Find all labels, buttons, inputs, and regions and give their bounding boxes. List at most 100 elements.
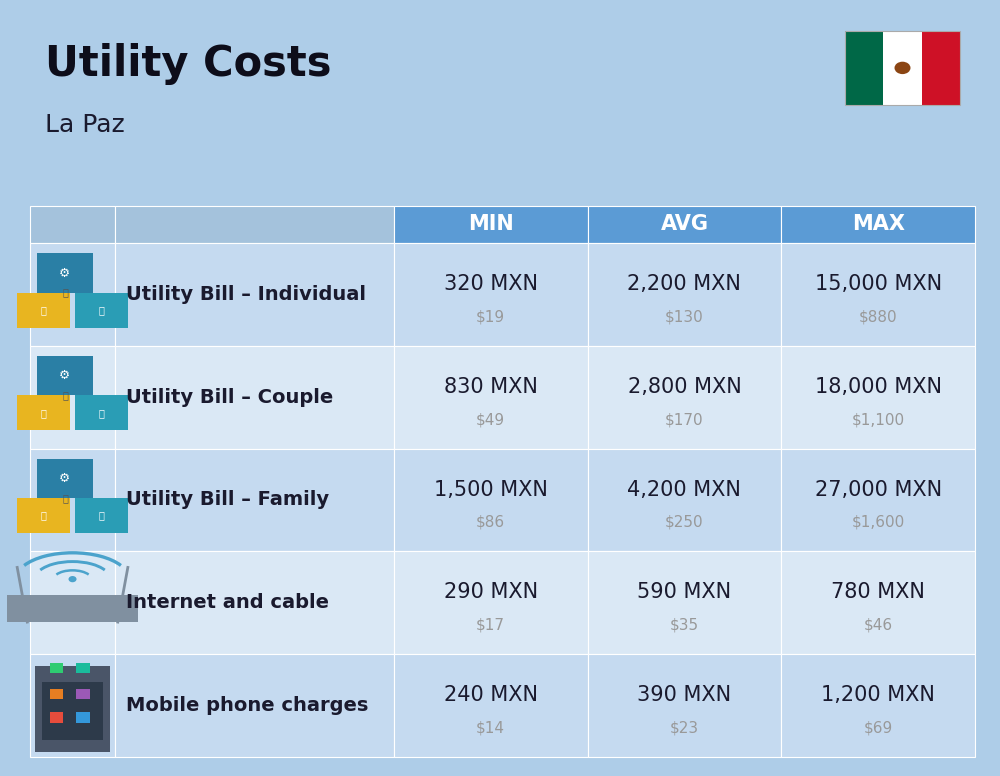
Bar (30, 346, 115, 449)
Bar (17, 498, 70, 533)
Bar (42, 682, 103, 740)
Text: Internet and cable: Internet and cable (126, 593, 329, 612)
Bar (76, 712, 90, 722)
Text: Utility Bill – Couple: Utility Bill – Couple (126, 388, 334, 407)
Text: $1,100: $1,100 (852, 412, 905, 428)
Text: $250: $250 (665, 515, 704, 530)
Bar (845, 31, 960, 105)
Text: $17: $17 (476, 618, 505, 632)
Text: 🔌: 🔌 (40, 305, 46, 315)
Text: $1,600: $1,600 (852, 515, 905, 530)
Bar (30, 206, 115, 243)
Bar (781, 449, 975, 551)
Text: 🚰: 🚰 (99, 407, 105, 417)
Bar (30, 449, 115, 551)
Text: $35: $35 (670, 618, 699, 632)
Text: 320 MXN: 320 MXN (444, 274, 538, 294)
Text: 4,200 MXN: 4,200 MXN (627, 480, 741, 500)
Bar (30, 243, 115, 346)
Text: $130: $130 (665, 310, 704, 324)
Text: 👤: 👤 (62, 390, 68, 400)
Text: 🔌: 🔌 (40, 407, 46, 417)
Bar (781, 243, 975, 346)
Bar (845, 31, 883, 105)
Bar (781, 206, 975, 243)
Bar (7, 594, 138, 622)
Text: Utility Costs: Utility Costs (45, 43, 332, 85)
Text: AVG: AVG (660, 214, 708, 234)
Text: $14: $14 (476, 720, 505, 736)
Bar (394, 243, 588, 346)
Bar (588, 654, 781, 757)
Bar (37, 356, 93, 395)
Bar (394, 449, 588, 551)
Text: 290 MXN: 290 MXN (444, 582, 538, 602)
Bar (50, 689, 63, 699)
Bar (30, 654, 115, 757)
Text: 🚰: 🚰 (99, 511, 105, 521)
Bar (75, 293, 128, 327)
Circle shape (895, 62, 910, 74)
Bar (115, 551, 394, 654)
Bar (394, 654, 588, 757)
Bar (781, 654, 975, 757)
Bar (922, 31, 960, 105)
Bar (115, 654, 394, 757)
Text: La Paz: La Paz (45, 113, 125, 137)
Bar (394, 551, 588, 654)
Text: ⚙: ⚙ (59, 472, 71, 485)
Bar (50, 712, 63, 722)
Bar (394, 346, 588, 449)
Bar (76, 663, 90, 673)
Text: $170: $170 (665, 412, 704, 428)
Text: $46: $46 (864, 618, 893, 632)
Bar (75, 498, 128, 533)
Text: Utility Bill – Individual: Utility Bill – Individual (126, 285, 366, 304)
Bar (115, 346, 394, 449)
Text: 1,200 MXN: 1,200 MXN (821, 685, 935, 705)
Text: $86: $86 (476, 515, 505, 530)
Text: 2,800 MXN: 2,800 MXN (628, 377, 741, 397)
Text: $23: $23 (670, 720, 699, 736)
Text: 590 MXN: 590 MXN (637, 582, 731, 602)
Text: $880: $880 (859, 310, 897, 324)
Text: $49: $49 (476, 412, 505, 428)
Text: 🚰: 🚰 (99, 305, 105, 315)
Bar (588, 243, 781, 346)
Text: 2,200 MXN: 2,200 MXN (627, 274, 741, 294)
Text: 780 MXN: 780 MXN (831, 582, 925, 602)
Bar (115, 206, 394, 243)
Text: 240 MXN: 240 MXN (444, 685, 538, 705)
Bar (50, 663, 63, 673)
Text: ⚙: ⚙ (59, 369, 71, 383)
Text: 18,000 MXN: 18,000 MXN (815, 377, 942, 397)
Bar (115, 449, 394, 551)
Bar (781, 346, 975, 449)
Bar (37, 459, 93, 498)
Text: 1,500 MXN: 1,500 MXN (434, 480, 548, 500)
Text: Utility Bill – Family: Utility Bill – Family (126, 490, 330, 509)
Bar (883, 31, 922, 105)
Bar (781, 551, 975, 654)
Text: 👤: 👤 (62, 493, 68, 503)
Text: MAX: MAX (852, 214, 905, 234)
Text: ⚙: ⚙ (59, 266, 71, 279)
Bar (588, 206, 781, 243)
Bar (37, 254, 93, 293)
Text: 390 MXN: 390 MXN (637, 685, 731, 705)
Text: Mobile phone charges: Mobile phone charges (126, 696, 369, 715)
Bar (394, 206, 588, 243)
Bar (115, 243, 394, 346)
Bar (588, 449, 781, 551)
Bar (17, 395, 70, 431)
Text: $19: $19 (476, 310, 505, 324)
Text: MIN: MIN (468, 214, 514, 234)
Bar (588, 551, 781, 654)
Bar (75, 395, 128, 431)
Text: 🔌: 🔌 (40, 511, 46, 521)
Bar (17, 293, 70, 327)
Text: 👤: 👤 (62, 287, 68, 297)
Text: 15,000 MXN: 15,000 MXN (815, 274, 942, 294)
Bar (76, 689, 90, 699)
Text: 830 MXN: 830 MXN (444, 377, 538, 397)
